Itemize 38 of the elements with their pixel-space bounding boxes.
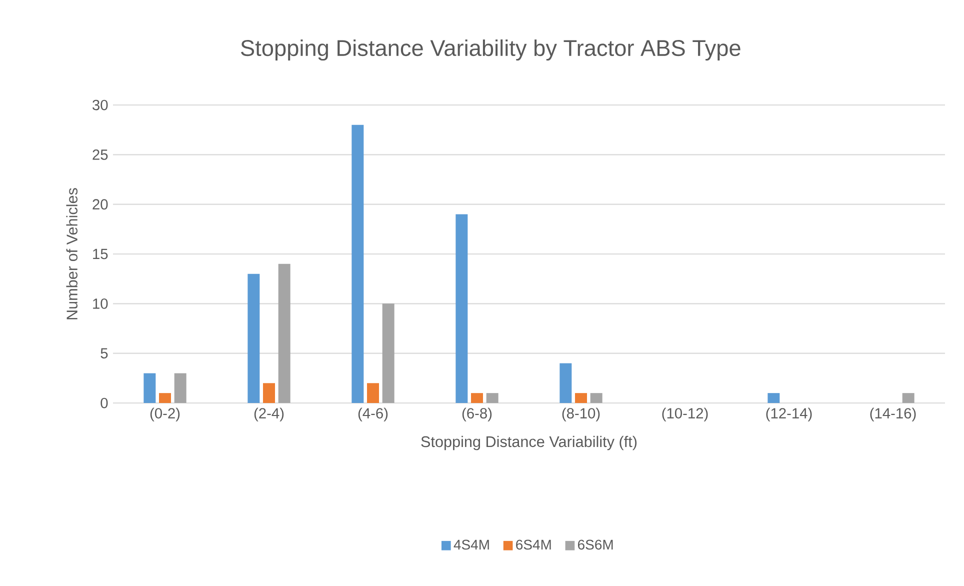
bar: [352, 124, 364, 403]
x-tick-label: (10-12): [662, 408, 708, 422]
x-tick-label: (2-4): [254, 408, 284, 422]
bar: [263, 383, 275, 403]
x-tick-label: (4-6): [358, 408, 388, 422]
bar: [486, 393, 498, 403]
bar: [590, 393, 602, 403]
y-tick-label: 15: [93, 248, 108, 260]
x-tick-label: (12-14): [766, 408, 812, 422]
legend-label: 6S4M: [516, 540, 551, 550]
y-tick-label: 5: [100, 348, 108, 358]
y-axis-title: Number of Vehicles: [66, 188, 78, 320]
x-tick-label: (14-16): [870, 408, 916, 422]
bar: [456, 214, 468, 403]
chart-title: Stopping Distance Variability by Tractor ABS Type: [240, 39, 740, 61]
y-tick-label: 30: [92, 100, 108, 110]
x-tick-label: (8-10): [562, 408, 600, 422]
x-axis-title: Stopping Distance Variability (ft): [421, 436, 637, 450]
legend-label: 6S6M: [578, 540, 613, 550]
bar: [367, 383, 380, 403]
y-tick-label: 10: [93, 298, 108, 309]
bar: [382, 304, 394, 403]
bar: [174, 373, 186, 403]
bar: [902, 393, 914, 403]
x-tick-label: (0-2): [150, 408, 180, 422]
bar: [768, 393, 780, 403]
y-tick-label: 20: [92, 199, 108, 210]
bar: [471, 393, 484, 403]
bar: [248, 274, 260, 403]
legend-label: 4S4M: [454, 540, 489, 550]
bar: [575, 393, 588, 403]
y-tick-label: 25: [92, 149, 108, 160]
bar: [560, 363, 572, 403]
bar: [278, 264, 290, 403]
x-tick-label: (6-8): [462, 408, 492, 422]
bar: [144, 373, 156, 403]
bar: [159, 393, 172, 403]
y-tick-label: 0: [100, 398, 108, 408]
